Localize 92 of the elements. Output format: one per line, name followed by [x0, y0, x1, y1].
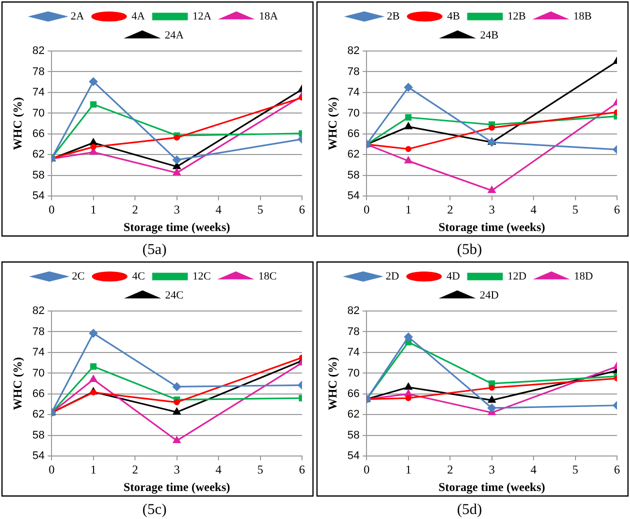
y-tick-label: 54: [32, 190, 45, 202]
y-tick-label: 58: [32, 169, 45, 182]
legend-label: 12C: [192, 270, 211, 282]
y-axis-title: WHC (%): [10, 97, 24, 150]
x-tick-label: 5: [572, 202, 578, 217]
x-tick-label: 0: [364, 202, 370, 217]
x-tick-label: 1: [405, 202, 412, 217]
legend-label: 12B: [508, 10, 526, 22]
legend-label: 4C: [132, 270, 146, 282]
legend-label: 24D: [480, 289, 499, 302]
y-tick-label: 74: [32, 86, 45, 99]
y-tick-label: 70: [32, 367, 45, 380]
y-tick-label: 78: [32, 66, 45, 78]
y-tick-label: 82: [32, 305, 45, 318]
y-tick-label: 82: [347, 305, 360, 318]
text: (5b): [457, 242, 482, 258]
x-tick-label: 5: [257, 462, 264, 477]
y-tick-label: 70: [32, 107, 45, 120]
x-axis-title: Storage time (weeks): [438, 480, 546, 494]
x-tick-label: 6: [614, 462, 620, 477]
y-tick-label: 54: [347, 190, 360, 202]
legend-label: 4A: [132, 10, 146, 22]
legend-label: 12A: [192, 10, 212, 22]
y-tick-label: 58: [32, 429, 45, 442]
y-tick-label: 66: [32, 388, 45, 400]
x-tick-label: 2: [447, 462, 454, 477]
legend-label: 2D: [386, 270, 400, 282]
legend-label: 18C: [258, 270, 277, 282]
x-tick-label: 0: [48, 462, 55, 477]
y-tick-label: 78: [347, 66, 360, 78]
y-tick-label: 82: [32, 45, 45, 58]
x-tick-label: 3: [174, 462, 180, 477]
legend-label: 4D: [446, 270, 460, 282]
legend-label: 18D: [574, 270, 593, 282]
x-axis-title: Storage time (weeks): [123, 480, 230, 494]
x-tick-label: 4: [216, 462, 222, 477]
x-tick-label: 1: [90, 202, 96, 217]
y-tick-label: 78: [32, 326, 45, 338]
y-tick-label: 54: [347, 450, 360, 462]
text: (5c): [142, 502, 167, 518]
legend-label: 18B: [573, 10, 592, 22]
x-tick-label: 0: [48, 202, 55, 217]
y-axis-title: WHC (%): [325, 97, 340, 150]
legend-label: 24A: [164, 29, 184, 42]
y-tick-label: 70: [347, 107, 360, 120]
y-tick-label: 58: [347, 169, 360, 182]
text: (5d): [457, 502, 482, 518]
y-axis-title: WHC (%): [325, 357, 340, 410]
legend-label: 24B: [480, 29, 498, 42]
x-axis-title: Storage time (weeks): [438, 220, 546, 234]
y-tick-label: 66: [32, 128, 45, 140]
y-tick-label: 62: [347, 148, 360, 161]
y-tick-label: 58: [347, 429, 360, 442]
x-tick-label: 4: [530, 462, 537, 477]
legend-label: 12D: [508, 270, 526, 282]
text: (5a): [142, 242, 167, 258]
y-tick-label: 62: [347, 408, 360, 421]
x-tick-label: 2: [132, 202, 138, 217]
x-tick-label: 3: [488, 202, 495, 217]
y-tick-label: 74: [347, 346, 360, 359]
y-tick-label: 82: [347, 45, 360, 58]
x-tick-label: 2: [132, 462, 138, 477]
x-axis-title: Storage time (weeks): [123, 220, 230, 234]
x-tick-label: 1: [405, 462, 412, 477]
x-tick-label: 1: [90, 462, 96, 477]
legend-label: 2A: [70, 10, 84, 22]
x-tick-label: 4: [216, 202, 222, 217]
y-axis-title: WHC (%): [10, 357, 24, 410]
y-tick-label: 66: [347, 128, 360, 140]
y-tick-label: 78: [347, 326, 360, 338]
legend-label: 2B: [386, 10, 400, 22]
legend-label: 18A: [258, 10, 278, 22]
legend-label: 4B: [447, 10, 460, 22]
x-tick-label: 6: [299, 202, 305, 217]
y-tick-label: 62: [32, 408, 45, 421]
x-tick-label: 0: [364, 462, 370, 477]
x-tick-label: 3: [174, 202, 180, 217]
y-tick-label: 74: [32, 346, 45, 359]
x-tick-label: 6: [299, 462, 305, 477]
x-tick-label: 6: [614, 202, 620, 217]
x-tick-label: 2: [447, 202, 454, 217]
y-tick-label: 54: [32, 450, 45, 462]
legend-label: 24C: [165, 289, 184, 302]
legend-label: 2C: [72, 270, 85, 282]
y-tick-label: 62: [32, 148, 45, 161]
y-tick-label: 66: [347, 388, 360, 400]
x-tick-label: 5: [257, 202, 264, 217]
y-tick-label: 70: [347, 367, 360, 380]
x-tick-label: 4: [530, 202, 537, 217]
y-tick-label: 74: [347, 86, 360, 99]
x-tick-label: 5: [572, 462, 578, 477]
x-tick-label: 3: [488, 462, 495, 477]
